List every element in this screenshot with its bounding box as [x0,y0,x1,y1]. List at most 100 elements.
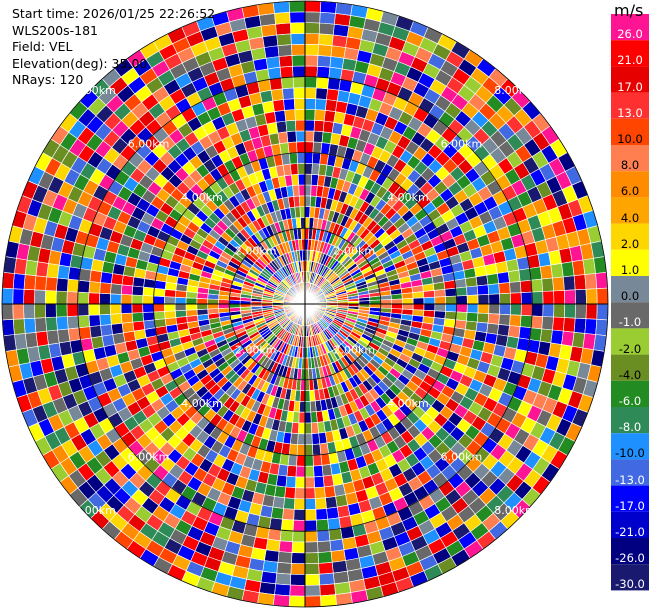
gate-cell [207,303,219,310]
gate-cell [331,560,348,574]
gate-cell [391,298,403,305]
gate-cell [476,312,490,324]
gate-cell [304,487,316,500]
gate-cell [380,299,392,305]
gate-cell [304,454,314,467]
range-ring-label: 4.00km [181,191,223,204]
gate-cell [552,316,565,332]
gate-cell [44,290,57,305]
gate-cell [432,281,446,291]
gate-cell [304,508,317,521]
gate-cell [541,316,554,331]
gate-cell [299,206,306,218]
gate-cell [304,141,314,154]
gate-cell [239,303,252,308]
gate-cell [488,303,501,315]
gate-cell [142,311,155,322]
gate-cell [304,400,312,413]
gate-cell [312,454,323,467]
gate-cell [275,572,292,586]
gate-cell [99,303,111,316]
gate-cell [379,294,392,301]
gate-cell [34,303,46,319]
gate-cell [596,303,609,321]
gate-cell [280,76,295,90]
gate-cell [326,506,340,520]
gate-cell [304,465,315,478]
colorbar-tick-label: -4.0 [618,367,642,382]
colorbar-tick-label: -30.0 [615,577,645,592]
gate-cell [358,300,371,305]
gate-cell [443,279,457,290]
gate-cell [304,76,318,89]
gate-cell [319,583,336,597]
gate-cell [509,292,522,305]
gate-cell [264,549,280,563]
gate-cell [541,277,554,292]
gate-cell [282,508,295,521]
gate-cell [110,313,123,325]
gate-cell [319,1,338,14]
gate-cell [272,594,291,607]
gate-cell [23,274,37,291]
gate-cell [573,274,587,291]
gate-cell [45,316,58,332]
gate-cell [280,152,291,166]
gate-cell [164,317,178,327]
gate-cell [228,303,241,309]
gate-cell [332,23,350,38]
gate-cell [285,119,297,133]
gate-cell [267,66,282,80]
gate-cell [294,206,301,219]
gate-cell [110,283,123,295]
gate-cell [260,23,278,38]
gate-cell [542,290,555,305]
colorbar-tick-label: -6.0 [618,393,642,408]
colorbar-tick-label: -13.0 [615,472,645,487]
gate-cell [110,322,124,335]
gate-cell [296,444,306,456]
gate-cell [295,119,306,132]
gate-cell [497,324,510,337]
gate-cell [269,517,283,531]
gate-cell [23,317,37,334]
gate-cell [486,273,500,286]
gate-cell [57,328,71,344]
gate-cell [275,22,292,36]
gate-cell [499,303,511,316]
colorbar-tick-label: 4.0 [620,210,640,225]
gate-cell [466,285,479,296]
gate-cell [304,33,320,45]
gate-cell [298,400,306,413]
range-ring-label: 4.00km [387,397,429,410]
gate-cell [77,291,90,305]
gate-cell [174,309,187,318]
gate-cell [455,311,468,322]
gate-cell [23,303,36,320]
gate-cell [531,303,544,317]
gate-cell [423,296,436,305]
gate-cell [35,330,49,347]
gate-cell [595,271,608,290]
colorbar-tick-label: 2.0 [620,236,640,251]
gate-cell [34,317,48,333]
gate-cell [289,584,306,597]
gate-cell [282,163,292,177]
gate-cell [401,297,414,305]
gate-cell [120,294,133,305]
gate-cell [312,152,322,165]
gate-cell [262,34,279,48]
gate-cell [260,570,278,585]
gate-cell [433,288,446,298]
gate-cell [109,293,122,305]
gate-cell [286,130,297,143]
gate-cell [412,303,425,311]
gate-cell [571,259,586,277]
range-ring-label: 4.00km [181,397,223,410]
gate-cell [499,292,511,305]
gate-cell [304,0,322,13]
gate-cell [304,184,312,197]
gate-cell [539,328,553,344]
gate-cell [319,11,336,25]
